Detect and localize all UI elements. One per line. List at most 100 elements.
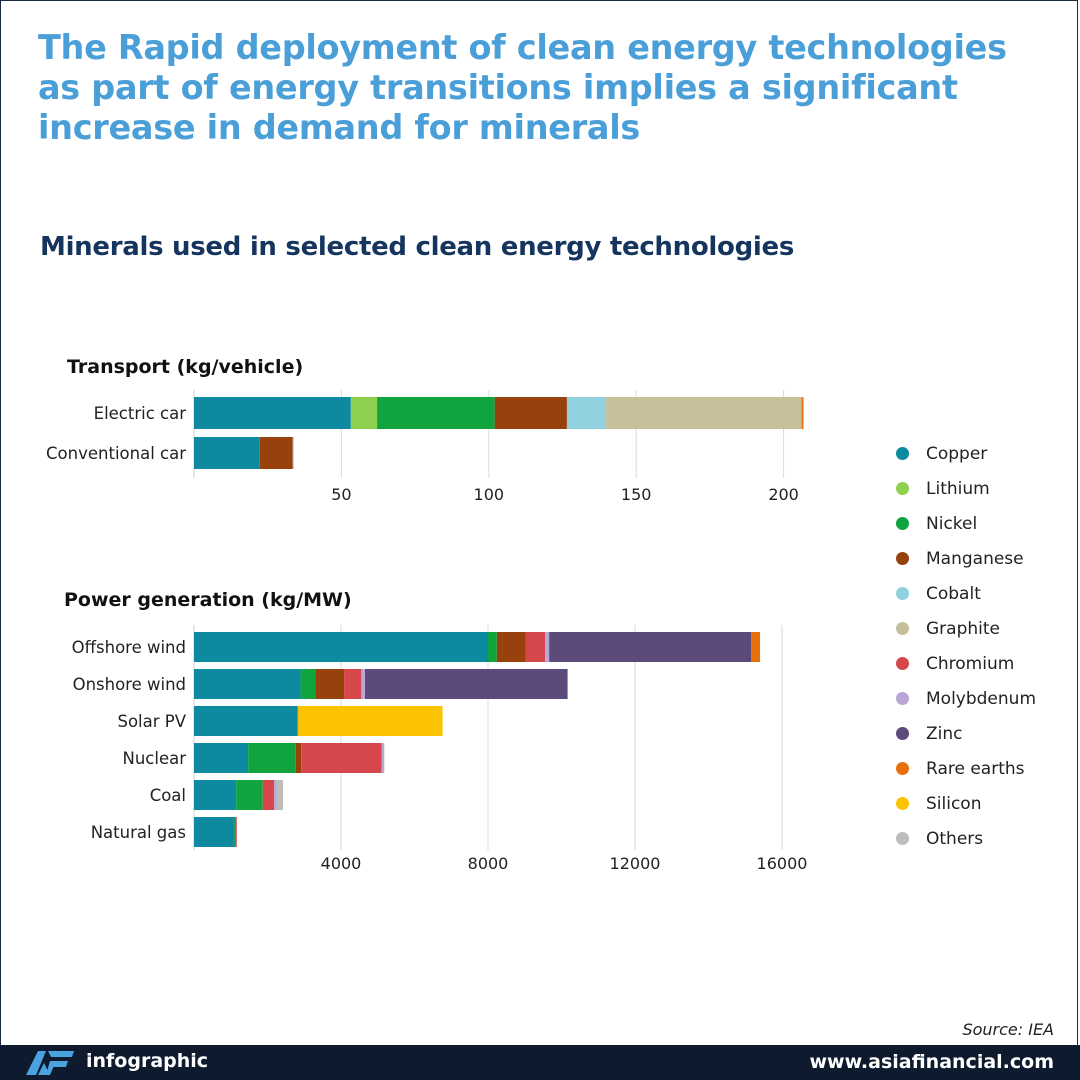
power-bar-segment-nickel [300,669,316,699]
legend-item: Chromium [896,646,1076,681]
power-category-label: Coal [150,786,186,805]
legend-item: Silicon [896,786,1076,821]
legend-label: Nickel [926,513,978,534]
power-bar-segment-copper [194,817,235,847]
legend-label: Chromium [926,653,1015,674]
power-bar-segment-silicon [297,706,443,736]
transport-bar-segment-lithium [350,397,378,429]
power-category-label: Nuclear [122,749,186,768]
asia-financial-logo-icon [26,1051,74,1075]
power-bar-segment-copper [194,743,249,773]
legend-item: Lithium [896,471,1076,506]
legend-label: Cobalt [926,583,981,604]
transport-bar-segment-manganese [494,397,567,429]
power-tick-label: 4000 [321,854,362,873]
power-tick-label: 16000 [757,854,808,873]
transport-bar-segment-graphite [606,397,802,429]
legend-label: Lithium [926,478,990,499]
legend-label: Manganese [926,548,1024,569]
legend-label: Rare earths [926,758,1025,779]
transport-bar-segment-copper [194,397,351,429]
transport-tick-label: 150 [621,485,652,504]
power-bar-segment-zinc [549,632,752,662]
legend-swatch [896,657,909,670]
legend-label: Zinc [926,723,963,744]
power-tick-label: 12000 [610,854,661,873]
power-bar-segment-manganese [496,632,526,662]
legend-swatch [896,692,909,705]
legend-item: Copper [896,436,1076,471]
transport-bar-segment-copper [194,437,260,469]
legend-swatch [896,797,909,810]
power-bar-segment-chromium [235,817,237,847]
power-bar-segment-chromium [344,669,362,699]
legend-label: Copper [926,443,988,464]
source-note: Source: IEA [962,1020,1054,1039]
power-category-label: Onshore wind [73,675,186,694]
power-bar-segment-copper [194,780,237,810]
legend-label: Others [926,828,984,849]
stacked-bar-charts: 50 100 150 200 Electric car Conventional car 4… [46,390,808,873]
power-category-label: Offshore wind [72,638,186,657]
power-bar-segment-copper [194,669,301,699]
legend-swatch [896,517,909,530]
legend-swatch [896,832,909,845]
headline: The Rapid deployment of clean energy tec… [38,28,1007,147]
power-bar-segment-chromium [262,780,275,810]
legend-swatch [896,762,909,775]
transport-bar-segment-cobalt [566,397,607,429]
subtitle: Minerals used in selected clean energy t… [40,232,795,262]
transport-bar-segment-others [292,437,294,469]
transport-category-label: Electric car [94,404,187,423]
power-bar-segment-nickel [236,780,263,810]
power-bar-segment-copper [194,706,298,736]
transport-bar-segment-rare-earths [801,397,804,429]
infographic-frame [0,0,1078,1045]
power-bar-segment-rare-earths [751,632,761,662]
legend-swatch [896,727,909,740]
transport-tick-label: 200 [768,485,799,504]
power-bar-segment-rare-earths [567,669,568,699]
legend-swatch [896,587,909,600]
legend-item: Manganese [896,541,1076,576]
power-bar-segment-others [276,780,283,810]
power-category-label: Solar PV [117,712,186,731]
power-bar-segment-molybdenum [381,743,385,773]
power-chart-title: Power generation (kg/MW) [64,589,352,611]
legend-item: Others [896,821,1076,856]
legend-item: Nickel [896,506,1076,541]
legend-label: Graphite [926,618,1000,639]
footer-bar: infographic www.asiafinancial.com [0,1045,1080,1080]
power-tick-label: 8000 [468,854,509,873]
legend-item: Rare earths [896,751,1076,786]
power-bar-segment-nickel [248,743,296,773]
transport-bar-segment-manganese [259,437,293,469]
legend-item: Molybdenum [896,681,1076,716]
power-category-label: Natural gas [91,823,186,842]
footer-label: infographic [86,1050,209,1072]
transport-category-label: Conventional car [46,444,186,463]
legend-item: Zinc [896,716,1076,751]
legend-swatch [896,552,909,565]
transport-bar-segment-nickel [377,397,495,429]
transport-tick-label: 100 [474,485,505,504]
legend: Copper Lithium Nickel Manganese Cobalt Graphi… [896,436,1076,856]
power-bar-segment-copper [194,632,488,662]
legend-swatch [896,447,909,460]
transport-tick-label: 50 [331,485,351,504]
footer-url[interactable]: www.asiafinancial.com [809,1051,1054,1073]
power-bar-segment-nickel [234,817,236,847]
power-bar-segment-manganese [315,669,345,699]
power-bar-segment-chromium [525,632,546,662]
legend-swatch [896,482,909,495]
transport-chart-title: Transport (kg/vehicle) [67,356,304,378]
legend-item: Cobalt [896,576,1076,611]
power-bar-segment-molybdenum [274,780,277,810]
power-bar-segment-manganese [295,743,302,773]
power-bar-segment-chromium [301,743,382,773]
legend-label: Molybdenum [926,688,1037,709]
transport-bar-segment-others [803,397,804,429]
power-bar-segment-molybdenum [545,632,550,662]
power-bar-segment-molybdenum [361,669,365,699]
legend-swatch [896,622,909,635]
